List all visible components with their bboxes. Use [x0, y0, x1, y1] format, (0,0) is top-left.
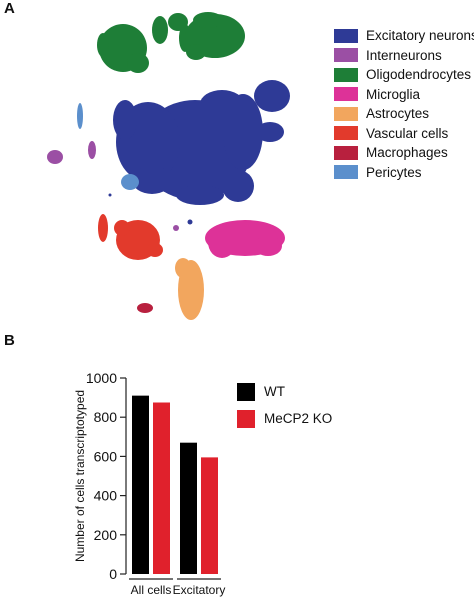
series-legend-label: MeCP2 KO: [264, 411, 333, 426]
cluster-legend-label: Excitatory neurons: [366, 28, 474, 44]
panel-label-b: B: [4, 332, 15, 349]
cluster-legend-item: Pericytes: [334, 163, 474, 183]
bar-mecp2-ko: [153, 402, 170, 574]
series-legend-swatch: [237, 382, 255, 401]
cluster-interneurons: [47, 141, 179, 231]
cluster-legend-label: Vascular cells: [366, 125, 449, 141]
series-legend-swatch: [237, 409, 255, 428]
cluster-legend-label: Interneurons: [366, 47, 442, 63]
cluster-legend-swatch: [334, 87, 358, 102]
cluster-excitatory-neurons: [113, 80, 290, 205]
bar-chart: 0 200 400 600 800 1000 Number of cells transcr…: [73, 370, 226, 597]
bar-mecp2-ko: [201, 457, 218, 574]
cluster-legend-swatch: [334, 106, 358, 121]
bar-wt: [180, 442, 197, 574]
tsne-plot: [47, 12, 290, 320]
cluster-legend-swatch: [334, 165, 358, 180]
cluster-legend-item: Macrophages: [334, 143, 474, 163]
y-tick-label: 600: [94, 448, 118, 464]
y-tick-label: 200: [94, 527, 118, 543]
cluster-legend-item: Excitatory neurons: [334, 26, 474, 46]
series-legend-item: WT: [237, 378, 332, 405]
bar-wt: [132, 395, 149, 574]
cluster-legend: Excitatory neurons Interneurons Oligodendr…: [334, 26, 474, 182]
cluster-legend-swatch: [334, 126, 358, 141]
series-legend-label: WT: [264, 384, 285, 399]
cluster-vascular-cells: [98, 214, 163, 260]
cluster-legend-swatch: [334, 28, 358, 43]
cluster-astrocytes: [175, 258, 204, 320]
cluster-pericytes: [77, 103, 139, 190]
cluster-legend-item: Vascular cells: [334, 124, 474, 144]
cluster-legend-label: Pericytes: [366, 164, 422, 180]
cluster-legend-item: Microglia: [334, 85, 474, 105]
y-tick-label: 800: [94, 409, 118, 425]
y-tick-label: 1000: [86, 370, 117, 386]
cluster-legend-label: Oligodendrocytes: [366, 67, 472, 83]
series-legend-item: MeCP2 KO: [237, 405, 332, 432]
cluster-legend-item: Astrocytes: [334, 104, 474, 124]
y-tick-label: 400: [94, 488, 118, 504]
cluster-legend-label: Macrophages: [366, 145, 448, 161]
cluster-legend-swatch: [334, 67, 358, 82]
bar-legend: WT MeCP2 KO: [237, 378, 332, 432]
y-axis-title: Number of cells transcriptotyped: [73, 390, 87, 562]
cluster-legend-swatch: [334, 48, 358, 63]
cluster-legend-item: Interneurons: [334, 46, 474, 66]
x-category-label: All cells: [131, 583, 172, 597]
cluster-oligodendrocytes: [97, 12, 245, 73]
cluster-legend-item: Oligodendrocytes: [334, 65, 474, 85]
cluster-microglia: [205, 220, 285, 258]
panel-label-a: A: [4, 0, 15, 17]
cluster-legend-label: Astrocytes: [366, 106, 430, 122]
cluster-legend-label: Microglia: [366, 86, 421, 102]
x-category-label: Excitatory: [173, 583, 226, 597]
y-tick-label: 0: [109, 566, 117, 582]
stray-cells: [108, 193, 193, 225]
cluster-legend-swatch: [334, 145, 358, 160]
cluster-macrophages: [137, 303, 153, 313]
